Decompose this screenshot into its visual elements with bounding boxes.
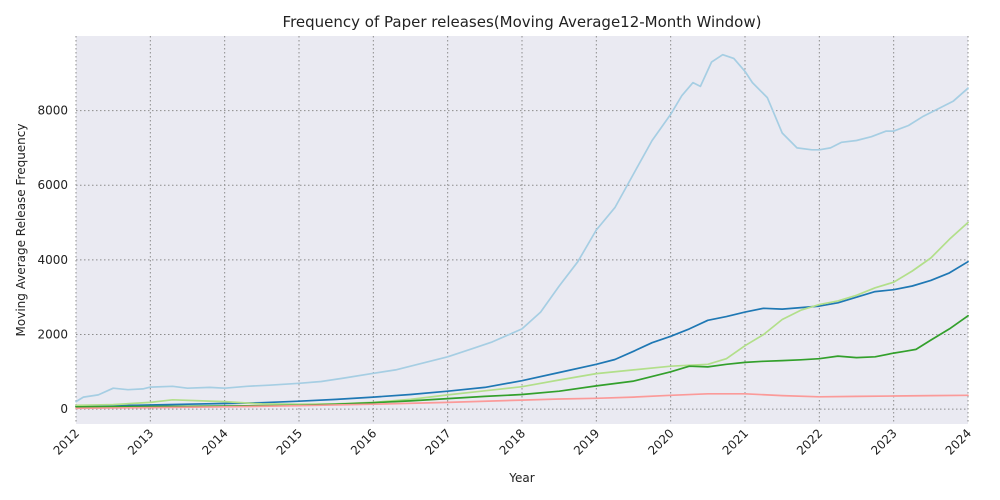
- x-tick-label: 2012: [51, 426, 82, 457]
- y-axis-label: Moving Average Release Frequency: [14, 124, 28, 337]
- y-axis-ticks: 0 2000 4000 6000 8000: [37, 104, 68, 416]
- x-tick-label: 2018: [497, 426, 528, 457]
- x-tick-label: 2016: [348, 426, 379, 457]
- x-tick-label: 2015: [274, 426, 305, 457]
- y-tick-label: 2000: [37, 327, 68, 341]
- x-tick-label: 2020: [645, 426, 676, 457]
- y-tick-label: 8000: [37, 104, 68, 118]
- x-tick-label: 2022: [794, 426, 825, 457]
- chart-title: Frequency of Paper releases(Moving Avera…: [283, 13, 762, 31]
- series-lines: [75, 53, 969, 410]
- series-line-5: [75, 392, 969, 410]
- y-tick-label: 0: [60, 402, 68, 416]
- series-line-1: [75, 53, 969, 403]
- x-tick-label: 2013: [125, 426, 156, 457]
- plot-area: [76, 36, 968, 424]
- x-tick-label: 2017: [422, 426, 453, 457]
- y-tick-label: 4000: [37, 253, 68, 267]
- x-tick-label: 2024: [943, 426, 974, 457]
- x-axis-label: Year: [508, 471, 534, 485]
- grid-lines: [75, 36, 969, 424]
- x-tick-label: 2019: [571, 426, 602, 457]
- x-tick-label: 2021: [720, 426, 751, 457]
- y-tick-label: 6000: [37, 178, 68, 192]
- x-axis-ticks: 2012 2013 2014 2015 2016 2017 2018 2019 2020 2021…: [51, 426, 974, 457]
- series-line-2: [75, 260, 969, 407]
- x-tick-label: 2014: [199, 426, 230, 457]
- series-line-3: [75, 221, 969, 407]
- x-tick-label: 2023: [868, 426, 899, 457]
